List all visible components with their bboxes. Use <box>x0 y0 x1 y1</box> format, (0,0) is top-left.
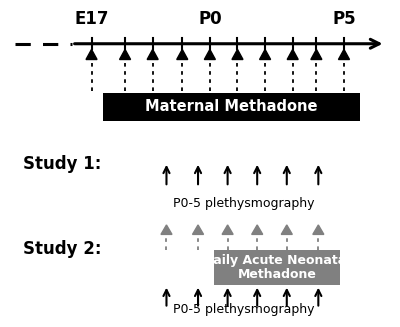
Polygon shape <box>252 225 263 234</box>
Polygon shape <box>313 225 324 234</box>
Text: P0-5 plethysmography: P0-5 plethysmography <box>173 303 314 316</box>
Polygon shape <box>260 49 271 60</box>
Text: E17: E17 <box>74 10 109 28</box>
Text: Methadone: Methadone <box>238 268 316 281</box>
Polygon shape <box>177 49 188 60</box>
Text: P5: P5 <box>332 10 356 28</box>
Text: P0-5 plethysmography: P0-5 plethysmography <box>173 197 314 210</box>
Polygon shape <box>311 49 322 60</box>
Polygon shape <box>147 49 158 60</box>
Text: Daily Acute Neonatal: Daily Acute Neonatal <box>203 254 351 267</box>
Polygon shape <box>192 225 204 234</box>
Bar <box>103 93 360 121</box>
Bar <box>214 250 340 285</box>
Polygon shape <box>161 225 172 234</box>
Text: P0: P0 <box>198 10 222 28</box>
Text: Study 2:: Study 2: <box>22 240 101 258</box>
Text: Study 1:: Study 1: <box>22 154 101 173</box>
Polygon shape <box>204 49 215 60</box>
Text: Maternal Methadone: Maternal Methadone <box>145 99 318 114</box>
Polygon shape <box>86 49 97 60</box>
Polygon shape <box>287 49 298 60</box>
Polygon shape <box>120 49 130 60</box>
Polygon shape <box>338 49 350 60</box>
Polygon shape <box>222 225 233 234</box>
Polygon shape <box>281 225 292 234</box>
Polygon shape <box>232 49 243 60</box>
